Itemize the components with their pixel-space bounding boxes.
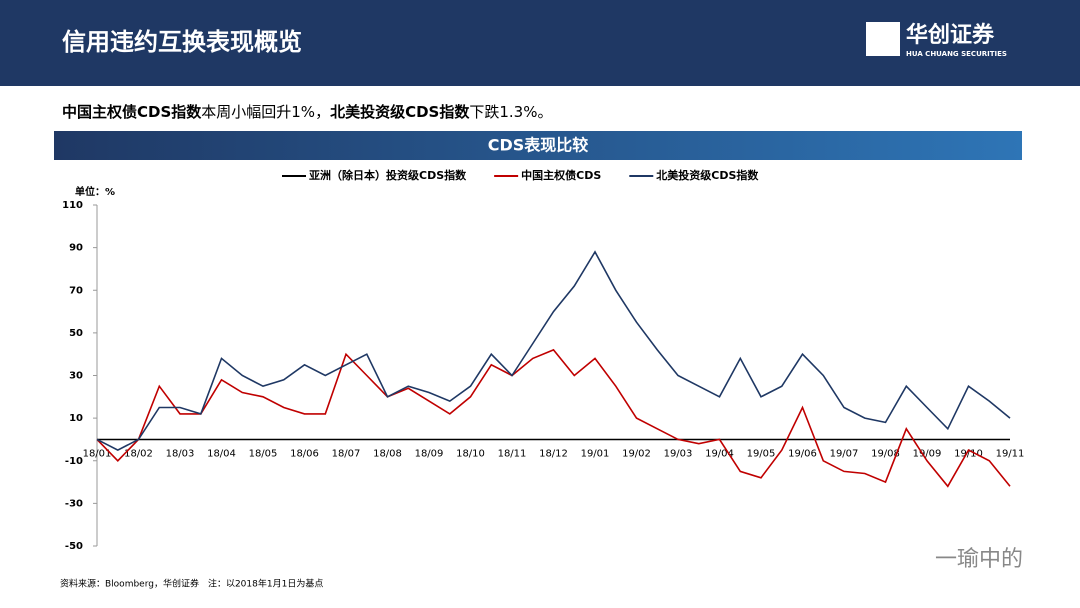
- x-tick-label: 19/03: [664, 448, 693, 459]
- logo-icon: [866, 22, 900, 56]
- y-tick-label: -50: [65, 541, 83, 552]
- x-tick-label: 19/01: [581, 448, 610, 459]
- y-tick-label: -30: [65, 498, 83, 509]
- x-tick-label: 18/10: [456, 448, 485, 459]
- x-tick-label: 18/01: [83, 448, 112, 459]
- x-tick-label: 18/08: [373, 448, 402, 459]
- logo-sub: HUA CHUANG SECURITIES: [906, 50, 1007, 58]
- band: [54, 131, 1022, 160]
- summary-text: 本周小幅回升1%，: [201, 103, 330, 121]
- x-tick-label: 18/11: [498, 448, 527, 459]
- logo-name: 华创证券: [906, 22, 995, 48]
- legend-label: 北美投资级CDS指数: [656, 168, 759, 182]
- slide-title: 信用违约互换表现概览: [62, 28, 302, 56]
- x-tick-label: 18/07: [332, 448, 361, 459]
- series-line: [96, 250, 1011, 452]
- x-tick-label: 18/12: [539, 448, 568, 459]
- x-tick-label: 19/09: [913, 448, 942, 459]
- x-tick-label: 19/07: [830, 448, 859, 459]
- x-tick-label: 18/09: [415, 448, 444, 459]
- legend-label: 亚洲（除日本）投资级CDS指数: [309, 168, 467, 182]
- y-tick-label: 50: [69, 328, 83, 339]
- y-tick-label: 110: [62, 200, 83, 211]
- y-tick-label: 10: [69, 413, 83, 424]
- x-tick-label: 19/10: [954, 448, 983, 459]
- x-tick-label: 18/03: [166, 448, 195, 459]
- y-tick-label: 30: [69, 371, 83, 382]
- x-tick-label: 19/06: [788, 448, 817, 459]
- x-tick-label: 18/02: [124, 448, 153, 459]
- source-note: 资料来源：Bloomberg，华创证券 注：以2018年1月1日为基点: [60, 578, 323, 590]
- unit-label: 单位：%: [75, 185, 115, 198]
- legend-label: 中国主权债CDS: [521, 168, 601, 182]
- x-tick-label: 19/05: [747, 448, 776, 459]
- x-tick-label: 19/04: [705, 448, 734, 459]
- watermark: 一瑜中的: [935, 547, 1023, 572]
- y-tick-label: 70: [69, 285, 83, 296]
- x-tick-label: 18/05: [249, 448, 278, 459]
- x-tick-label: 18/04: [207, 448, 236, 459]
- x-tick-label: 19/11: [996, 448, 1025, 459]
- series-line: [96, 348, 1011, 488]
- x-tick-label: 19/08: [871, 448, 900, 459]
- summary-bold: 中国主权债CDS指数: [62, 103, 202, 121]
- x-tick-label: 18/06: [290, 448, 319, 459]
- band-title: CDS表现比较: [488, 136, 589, 155]
- y-tick-label: 90: [69, 243, 83, 254]
- y-tick-label: -10: [65, 456, 83, 467]
- summary-bold: 北美投资级CDS指数: [330, 103, 470, 121]
- summary: 中国主权债CDS指数本周小幅回升1%，北美投资级CDS指数下跌1.3%。: [62, 103, 552, 121]
- summary-text: 下跌1.3%。: [469, 103, 552, 121]
- x-tick-label: 19/02: [622, 448, 651, 459]
